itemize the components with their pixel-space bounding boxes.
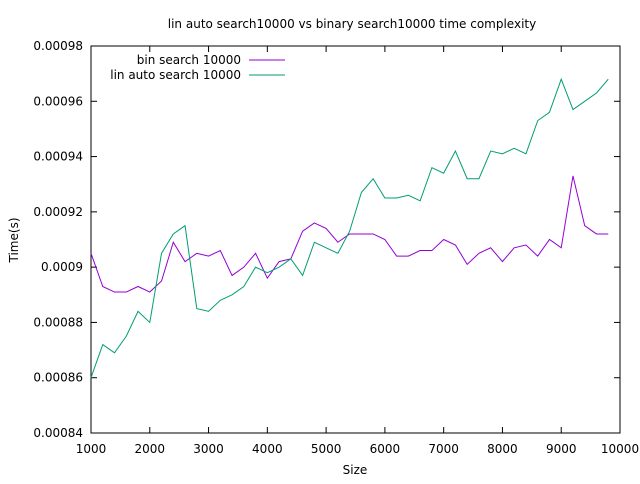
x-tick-label: 6000 (370, 442, 401, 456)
plot-frame (90, 45, 621, 434)
y-tick-label: 0.00086 (33, 371, 83, 385)
y-tick-label: 0.00096 (33, 94, 83, 108)
x-tick-label: 5000 (311, 442, 342, 456)
x-tick-label: 9000 (546, 442, 577, 456)
x-tick-label: 8000 (487, 442, 518, 456)
y-tick-label: 0.00092 (33, 205, 83, 219)
y-tick-label: 0.00084 (33, 426, 83, 440)
x-axis: 1000 2000 3000 4000 5000 6000 7000 8000 9000 1000… (76, 46, 639, 456)
x-tick-label: 2000 (135, 442, 166, 456)
y-tick-label: 0.00088 (33, 315, 83, 329)
y-tick-label: 0.00098 (33, 39, 83, 53)
series-line-2 (90, 77, 609, 378)
y-axis: 0.00084 0.00086 0.00088 0.0009 0.00092 0.0009… (33, 39, 620, 440)
y-axis-label: Time(s) (7, 218, 21, 264)
x-tick-label: 1000 (76, 442, 107, 456)
y-tick-label: 0.0009 (41, 260, 83, 274)
legend-label: lin auto search 10000 (110, 68, 241, 82)
y-tick-label: 0.00094 (33, 150, 83, 164)
x-tick-label: 3000 (193, 442, 224, 456)
legend-label: bin search 10000 (137, 53, 241, 67)
x-tick-label: 7000 (428, 442, 459, 456)
x-axis-label: Size (343, 463, 368, 477)
x-tick-label: 4000 (252, 442, 283, 456)
series-line-1 (90, 175, 609, 293)
chart-title: lin auto search10000 vs binary search100… (168, 17, 536, 31)
series-group (90, 77, 609, 378)
x-tick-label: 10000 (601, 442, 639, 456)
